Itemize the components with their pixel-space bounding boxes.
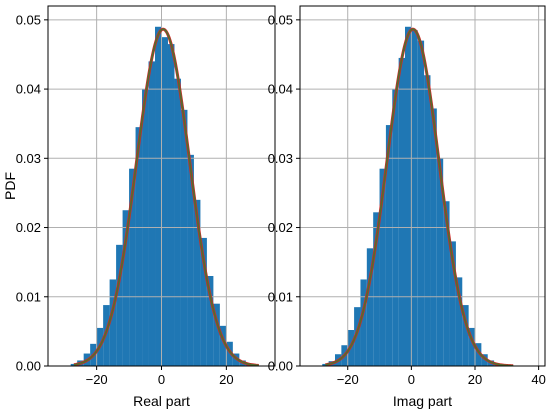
histogram-bar [430,108,437,366]
histogram-bar [398,57,405,366]
x-tick-label: −20 [86,372,108,387]
y-tick-label: 0.05 [268,12,293,27]
histogram-bar [219,325,227,366]
histogram-bar [200,237,207,366]
real-part-panel: −20 0 20 0.00 0.01 0.02 0.03 0.04 0.05 Real part P… [2,5,276,409]
histogram-bar [322,363,329,366]
histogram-bar [354,307,361,366]
x-tick-label: −20 [337,372,359,387]
x-tick-label: 40 [531,372,545,387]
histogram-bar [213,303,220,366]
histogram-bar [443,201,450,366]
histogram-bar [180,109,188,366]
histogram-bar [411,30,418,366]
histogram-bar [155,26,162,366]
histogram-bar [449,241,456,366]
x-axis-label: Imag part [393,393,452,409]
y-axis: 0.00 0.01 0.02 0.03 0.04 0.05 [16,12,48,374]
pdf-curve [325,28,514,366]
x-axis: −20 0 20 [86,366,234,387]
imag-part-panel: −20 0 20 40 0.00 0.01 0.02 0.03 0.04 0.05 Imag par… [268,5,546,409]
x-axis-label: Real part [133,393,190,409]
histogram-bar [187,154,194,366]
histogram-bar [475,343,482,366]
x-tick-label: 0 [408,372,415,387]
histogram-bar [148,61,156,366]
histogram-bar [468,327,475,366]
histogram-bar [379,168,386,366]
histogram-bar [167,44,175,366]
histogram-bar [385,125,393,366]
histogram-bar [122,210,130,366]
histogram-bar [373,212,380,366]
y-tick-label: 0.03 [268,151,293,166]
histogram-bar [206,276,214,366]
histogram-bar [161,37,168,366]
grid [48,6,275,367]
y-tick-label: 0.03 [16,151,41,166]
pdf-curve [73,28,259,366]
histogram-bar [417,40,425,366]
histogram-bar [360,279,367,366]
x-tick-label: 20 [468,372,482,387]
axes-frame [299,5,546,367]
histogram-bar [116,244,123,366]
y-tick-label: 0.01 [268,289,293,304]
y-tick-label: 0.05 [16,12,41,27]
x-tick-label: 20 [219,372,233,387]
histogram-bar [135,127,143,366]
y-tick-label: 0.01 [16,289,41,304]
y-tick-label: 0.00 [16,359,41,374]
y-axis: 0.00 0.01 0.02 0.03 0.04 0.05 [268,12,300,374]
histogram-bar [193,199,201,366]
histogram-bar [366,248,374,366]
histogram-bar [70,363,78,366]
histogram-bar [455,277,463,366]
histogram-bar [226,341,233,366]
histogram-bar [174,78,181,366]
y-tick-label: 0.02 [268,220,293,235]
x-axis: −20 0 20 40 [337,366,546,387]
histogram-bar [109,279,117,366]
histogram-bar [129,168,136,366]
y-axis-label: PDF [2,172,18,200]
x-tick-label: 0 [158,372,165,387]
histogram-bar [462,305,469,366]
histogram-bar [424,75,431,366]
y-tick-label: 0.00 [268,359,293,374]
y-tick-label: 0.04 [268,82,293,97]
y-tick-label: 0.04 [16,82,41,97]
y-tick-label: 0.02 [16,220,41,235]
histogram-bar [481,354,488,366]
histogram-bar [405,26,412,366]
histogram-bar [436,158,444,366]
